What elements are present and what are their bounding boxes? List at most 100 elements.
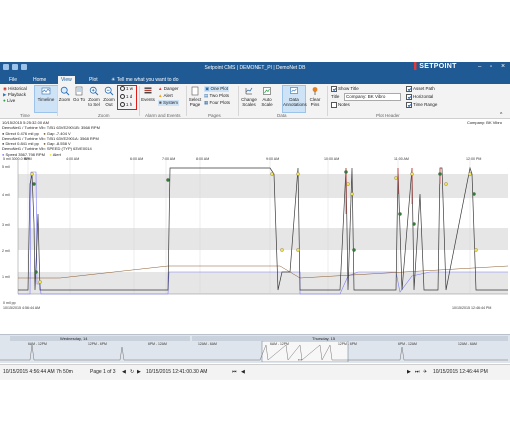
plot-timestamp: 10/15/2015 5:25:32.00 AM	[2, 120, 49, 125]
timeline-button[interactable]: Timeline	[34, 85, 58, 113]
alert-marker[interactable]	[350, 192, 354, 196]
select-page-button[interactable]: Select Page	[188, 86, 202, 107]
step-back-button[interactable]: ◀	[241, 369, 245, 375]
live-pin-icon[interactable]: ✈	[423, 369, 428, 375]
tell-me-search[interactable]: ☀ Tell me what you want to do	[111, 77, 179, 83]
play-icon: ▶	[3, 92, 7, 97]
events-list-icon	[144, 87, 152, 94]
time-range-checkbox[interactable]: Time Range	[406, 102, 437, 108]
normal-marker[interactable]	[438, 172, 442, 176]
normal-marker[interactable]	[412, 222, 416, 226]
alert-marker[interactable]	[38, 280, 42, 284]
series-values-2: ● Direct 0.841 mil pp ● Gap -8.558 V	[2, 141, 71, 147]
two-plots-option[interactable]: ▤ Two Plots	[204, 93, 229, 98]
normal-marker[interactable]	[166, 178, 170, 182]
title-input[interactable]: Company: BK Vibro	[344, 93, 401, 101]
horizontal-checkbox[interactable]: Horizontal	[406, 94, 433, 100]
x-tick-label: 6:00 AM	[130, 157, 143, 161]
day-header-thursday: Thursday, 15	[192, 336, 508, 341]
group-label-time: Time	[20, 113, 30, 118]
one-plot-option[interactable]: ▣ One Plot	[204, 86, 230, 92]
minimize-button[interactable]: –	[478, 64, 482, 70]
jump-end-button[interactable]: ⏭	[415, 369, 420, 375]
series-path-1: DemoNet1 / Turbine Vib: T/B1 63VE290\1B:…	[2, 125, 100, 131]
magnifier-icon	[60, 86, 69, 96]
notes-checkbox[interactable]: Notes	[331, 102, 350, 108]
undo-icon[interactable]	[12, 64, 18, 70]
tab-home[interactable]: Home	[33, 77, 47, 83]
alert-marker[interactable]	[474, 248, 478, 252]
alert-marker[interactable]	[30, 172, 34, 176]
asset-path-checkbox[interactable]: Asset Path	[406, 86, 435, 92]
normal-marker[interactable]	[32, 182, 36, 186]
step-forward-button[interactable]: ▶	[407, 369, 411, 375]
alert-marker[interactable]	[346, 182, 350, 186]
navigator-grip-icon[interactable]: ▪▪▪	[298, 357, 303, 362]
tab-file[interactable]: File	[9, 77, 18, 83]
alert-marker[interactable]	[296, 172, 300, 176]
tab-plot[interactable]: Plot	[89, 77, 98, 83]
duration-1w-button[interactable]: 1 w	[120, 86, 133, 92]
y-tick-label: 2 mil	[2, 249, 10, 253]
four-plots-option[interactable]: ▦ Four Plots	[204, 100, 231, 105]
normal-marker[interactable]	[352, 248, 356, 252]
zoom-out-icon	[104, 86, 114, 96]
event-markers[interactable]	[30, 170, 478, 284]
next-page-button[interactable]: ▶	[137, 369, 141, 375]
playback-mode[interactable]: ▶ Playback	[3, 92, 26, 97]
timeline-icon	[41, 87, 51, 95]
navigator-overview[interactable]: 6AM - 12PM 12PM - 6PM 6PM - 12AM 12AM - 6AM…	[0, 341, 510, 362]
data-annotations-button[interactable]: Data Annotations	[282, 85, 307, 113]
duration-1h-button[interactable]: 1 h	[120, 102, 132, 108]
clear-pins-button[interactable]: Clear Pins	[308, 86, 322, 107]
auto-scale-button[interactable]: Auto Scale	[260, 86, 274, 107]
navigator-tick: 12PM - 6PM	[88, 342, 107, 346]
normal-marker[interactable]	[398, 212, 402, 216]
alert-marker[interactable]	[296, 248, 300, 252]
alert-marker[interactable]	[444, 182, 448, 186]
alert-marker[interactable]	[394, 176, 398, 180]
alert-marker[interactable]	[280, 248, 284, 252]
navigator-selection-window[interactable]	[261, 341, 349, 362]
historical-mode[interactable]: ◉ Historical	[3, 86, 27, 91]
trend-plot[interactable]: AM 4:00 AM 6:00 AM 7:00 AM 8:00 AM 9:00 AM 10:…	[0, 154, 510, 310]
quick-access-toolbar	[3, 64, 27, 70]
alert-marker[interactable]	[270, 172, 274, 176]
alert-marker[interactable]	[410, 172, 414, 176]
alert-marker[interactable]	[468, 172, 472, 176]
save-icon[interactable]	[3, 64, 9, 70]
series-path-3: DemoNet1 / Turbine Vib: SPEED (TYP) 63VE…	[2, 146, 92, 152]
zoom-out-button[interactable]: Zoom Out	[102, 86, 116, 107]
clock-icon	[120, 94, 125, 100]
duration-1d-button[interactable]: 1 d	[120, 94, 132, 100]
goto-button[interactable]: Go To	[73, 86, 85, 102]
prev-page-button[interactable]: ◀	[122, 369, 126, 375]
setpoint-logo: ▌SETPOINT	[414, 63, 457, 70]
group-label-zoom: Zoom	[98, 113, 110, 118]
normal-marker[interactable]	[34, 270, 38, 274]
tab-view[interactable]: View	[58, 76, 75, 84]
live-mode[interactable]: ● Live	[3, 98, 16, 103]
collapse-ribbon-icon[interactable]: ^	[500, 112, 503, 118]
x-tick-label: 8:00 AM	[196, 157, 209, 161]
clock-icon	[120, 102, 125, 108]
danger-toggle[interactable]: ▲ Danger	[158, 86, 179, 91]
close-button[interactable]: ×	[501, 63, 506, 70]
zoom-button[interactable]: Zoom	[58, 86, 71, 102]
timeline-navigator[interactable]: Wednesday, 14 Thursday, 15 6AM - 12PM 12P…	[0, 334, 510, 363]
system-toggle[interactable]: ■ System	[158, 100, 179, 106]
checkbox-checked-icon	[406, 102, 412, 108]
normal-marker[interactable]	[472, 192, 476, 196]
group-label-plot-header: Plot Header	[376, 113, 400, 118]
redo-icon[interactable]	[21, 64, 27, 70]
show-title-checkbox[interactable]: Show Title	[331, 86, 359, 92]
normal-marker[interactable]	[344, 170, 348, 174]
maximize-button[interactable]: ▫	[490, 64, 493, 70]
zoom-to-selection-button[interactable]: Zoom to Sel	[87, 86, 101, 107]
alert-toggle[interactable]: ▲ Alert	[158, 93, 173, 98]
y-tick-label: 5 mil	[2, 165, 10, 169]
events-button[interactable]: Events	[141, 86, 155, 102]
jump-start-button[interactable]: ⏮	[232, 369, 237, 375]
change-scales-button[interactable]: Change Scales	[241, 86, 257, 107]
refresh-icon[interactable]: ↻	[130, 369, 135, 375]
